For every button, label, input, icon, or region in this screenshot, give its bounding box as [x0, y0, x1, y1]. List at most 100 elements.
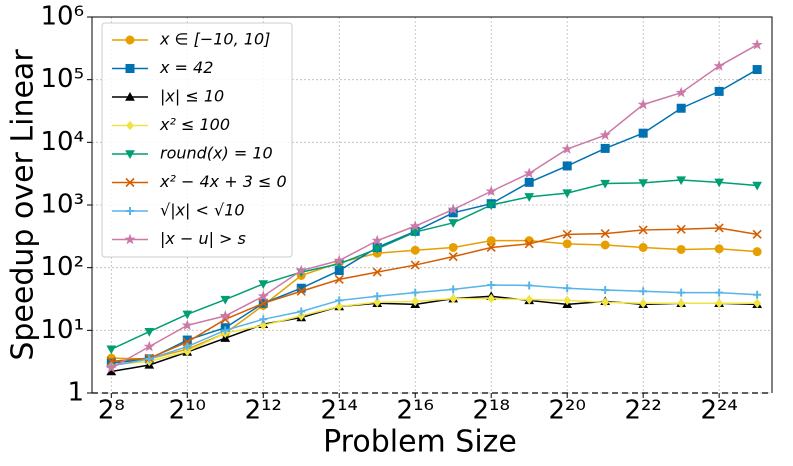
marker: [106, 356, 116, 366]
series-line: [111, 227, 758, 363]
marker: [373, 297, 382, 308]
marker: [259, 320, 268, 331]
marker: [182, 310, 193, 320]
marker: [600, 179, 611, 189]
marker: [334, 274, 344, 284]
x-tick-label: 2¹⁶: [397, 396, 434, 426]
marker: [410, 245, 420, 255]
marker: [449, 285, 458, 294]
marker: [753, 290, 762, 299]
legend-marker: [125, 150, 135, 160]
x-tick-label: 2²⁰: [548, 396, 585, 426]
marker: [411, 288, 420, 297]
marker: [221, 326, 230, 335]
marker: [485, 185, 497, 197]
marker: [297, 307, 306, 316]
marker: [373, 292, 382, 301]
marker: [715, 288, 724, 297]
legend-label: |x − u| > s: [160, 229, 246, 248]
x-tick-label: 2⁸: [98, 396, 125, 426]
marker: [448, 219, 459, 228]
marker: [257, 290, 269, 301]
y-tick-label: 10⁶: [40, 2, 84, 32]
marker: [638, 225, 648, 235]
x-tick-label: 2¹⁴: [321, 396, 358, 426]
marker: [409, 220, 421, 231]
marker: [295, 264, 307, 276]
marker: [600, 229, 610, 239]
marker: [714, 86, 724, 96]
y-tick-label: 1: [67, 378, 84, 408]
marker: [677, 298, 686, 309]
marker: [372, 267, 382, 277]
legend-marker: [125, 91, 135, 101]
marker: [752, 229, 762, 239]
marker: [105, 362, 117, 373]
marker: [258, 280, 269, 289]
marker: [638, 179, 649, 188]
x-axis-label: Problem Size: [323, 425, 517, 460]
legend-label: round(x) = 10: [160, 144, 273, 163]
legend-marker: [125, 64, 135, 73]
series-line: [110, 44, 758, 369]
marker: [372, 245, 383, 254]
legend-label: x ∈ [−10, 10]: [159, 30, 270, 49]
marker: [487, 293, 496, 304]
marker: [371, 234, 383, 246]
marker: [258, 298, 268, 308]
marker: [599, 129, 611, 140]
marker: [181, 319, 193, 331]
legend-label: √|x| < √10: [160, 201, 245, 220]
marker: [523, 167, 535, 179]
series-line: [111, 297, 758, 366]
marker: [752, 65, 762, 75]
marker: [447, 203, 459, 215]
marker: [183, 342, 192, 351]
marker: [144, 328, 155, 337]
marker: [106, 345, 117, 355]
marker: [220, 295, 231, 305]
marker: [486, 201, 497, 211]
marker: [145, 354, 154, 363]
marker: [448, 242, 458, 252]
marker: [297, 311, 306, 321]
marker: [561, 143, 573, 154]
marker: [600, 240, 610, 250]
y-tick-label: 10⁵: [40, 64, 84, 94]
marker: [676, 244, 686, 254]
marker: [753, 298, 761, 309]
y-tick-label: 10²: [40, 252, 84, 282]
marker: [296, 286, 306, 296]
marker: [715, 298, 723, 309]
series-line: [111, 284, 758, 367]
x-tick-label: 2²⁴: [700, 396, 737, 426]
marker: [562, 239, 572, 249]
x-tick-label: 2¹⁸: [473, 396, 510, 426]
marker: [751, 38, 763, 50]
marker: [675, 86, 687, 98]
marker: [219, 310, 231, 321]
marker: [486, 236, 496, 246]
marker: [563, 295, 572, 306]
y-tick-label: 10³: [40, 190, 84, 220]
marker: [524, 193, 535, 202]
series-line: [110, 179, 758, 350]
marker: [335, 301, 344, 312]
series-line: [111, 295, 758, 373]
marker: [143, 340, 155, 352]
marker: [449, 293, 458, 304]
legend-marker: [125, 35, 135, 45]
marker: [486, 242, 496, 253]
marker: [714, 244, 724, 254]
y-tick-label: 10¹: [40, 315, 84, 345]
series-line: [111, 68, 758, 364]
x-tick-label: 2¹⁰: [169, 396, 206, 426]
x-tick-label: 2²²: [624, 396, 661, 426]
legend-marker: [125, 177, 135, 188]
marker: [183, 346, 192, 357]
marker: [676, 103, 686, 113]
marker: [676, 176, 687, 186]
marker: [525, 294, 534, 305]
legend-box: [101, 22, 293, 258]
marker: [639, 287, 648, 296]
